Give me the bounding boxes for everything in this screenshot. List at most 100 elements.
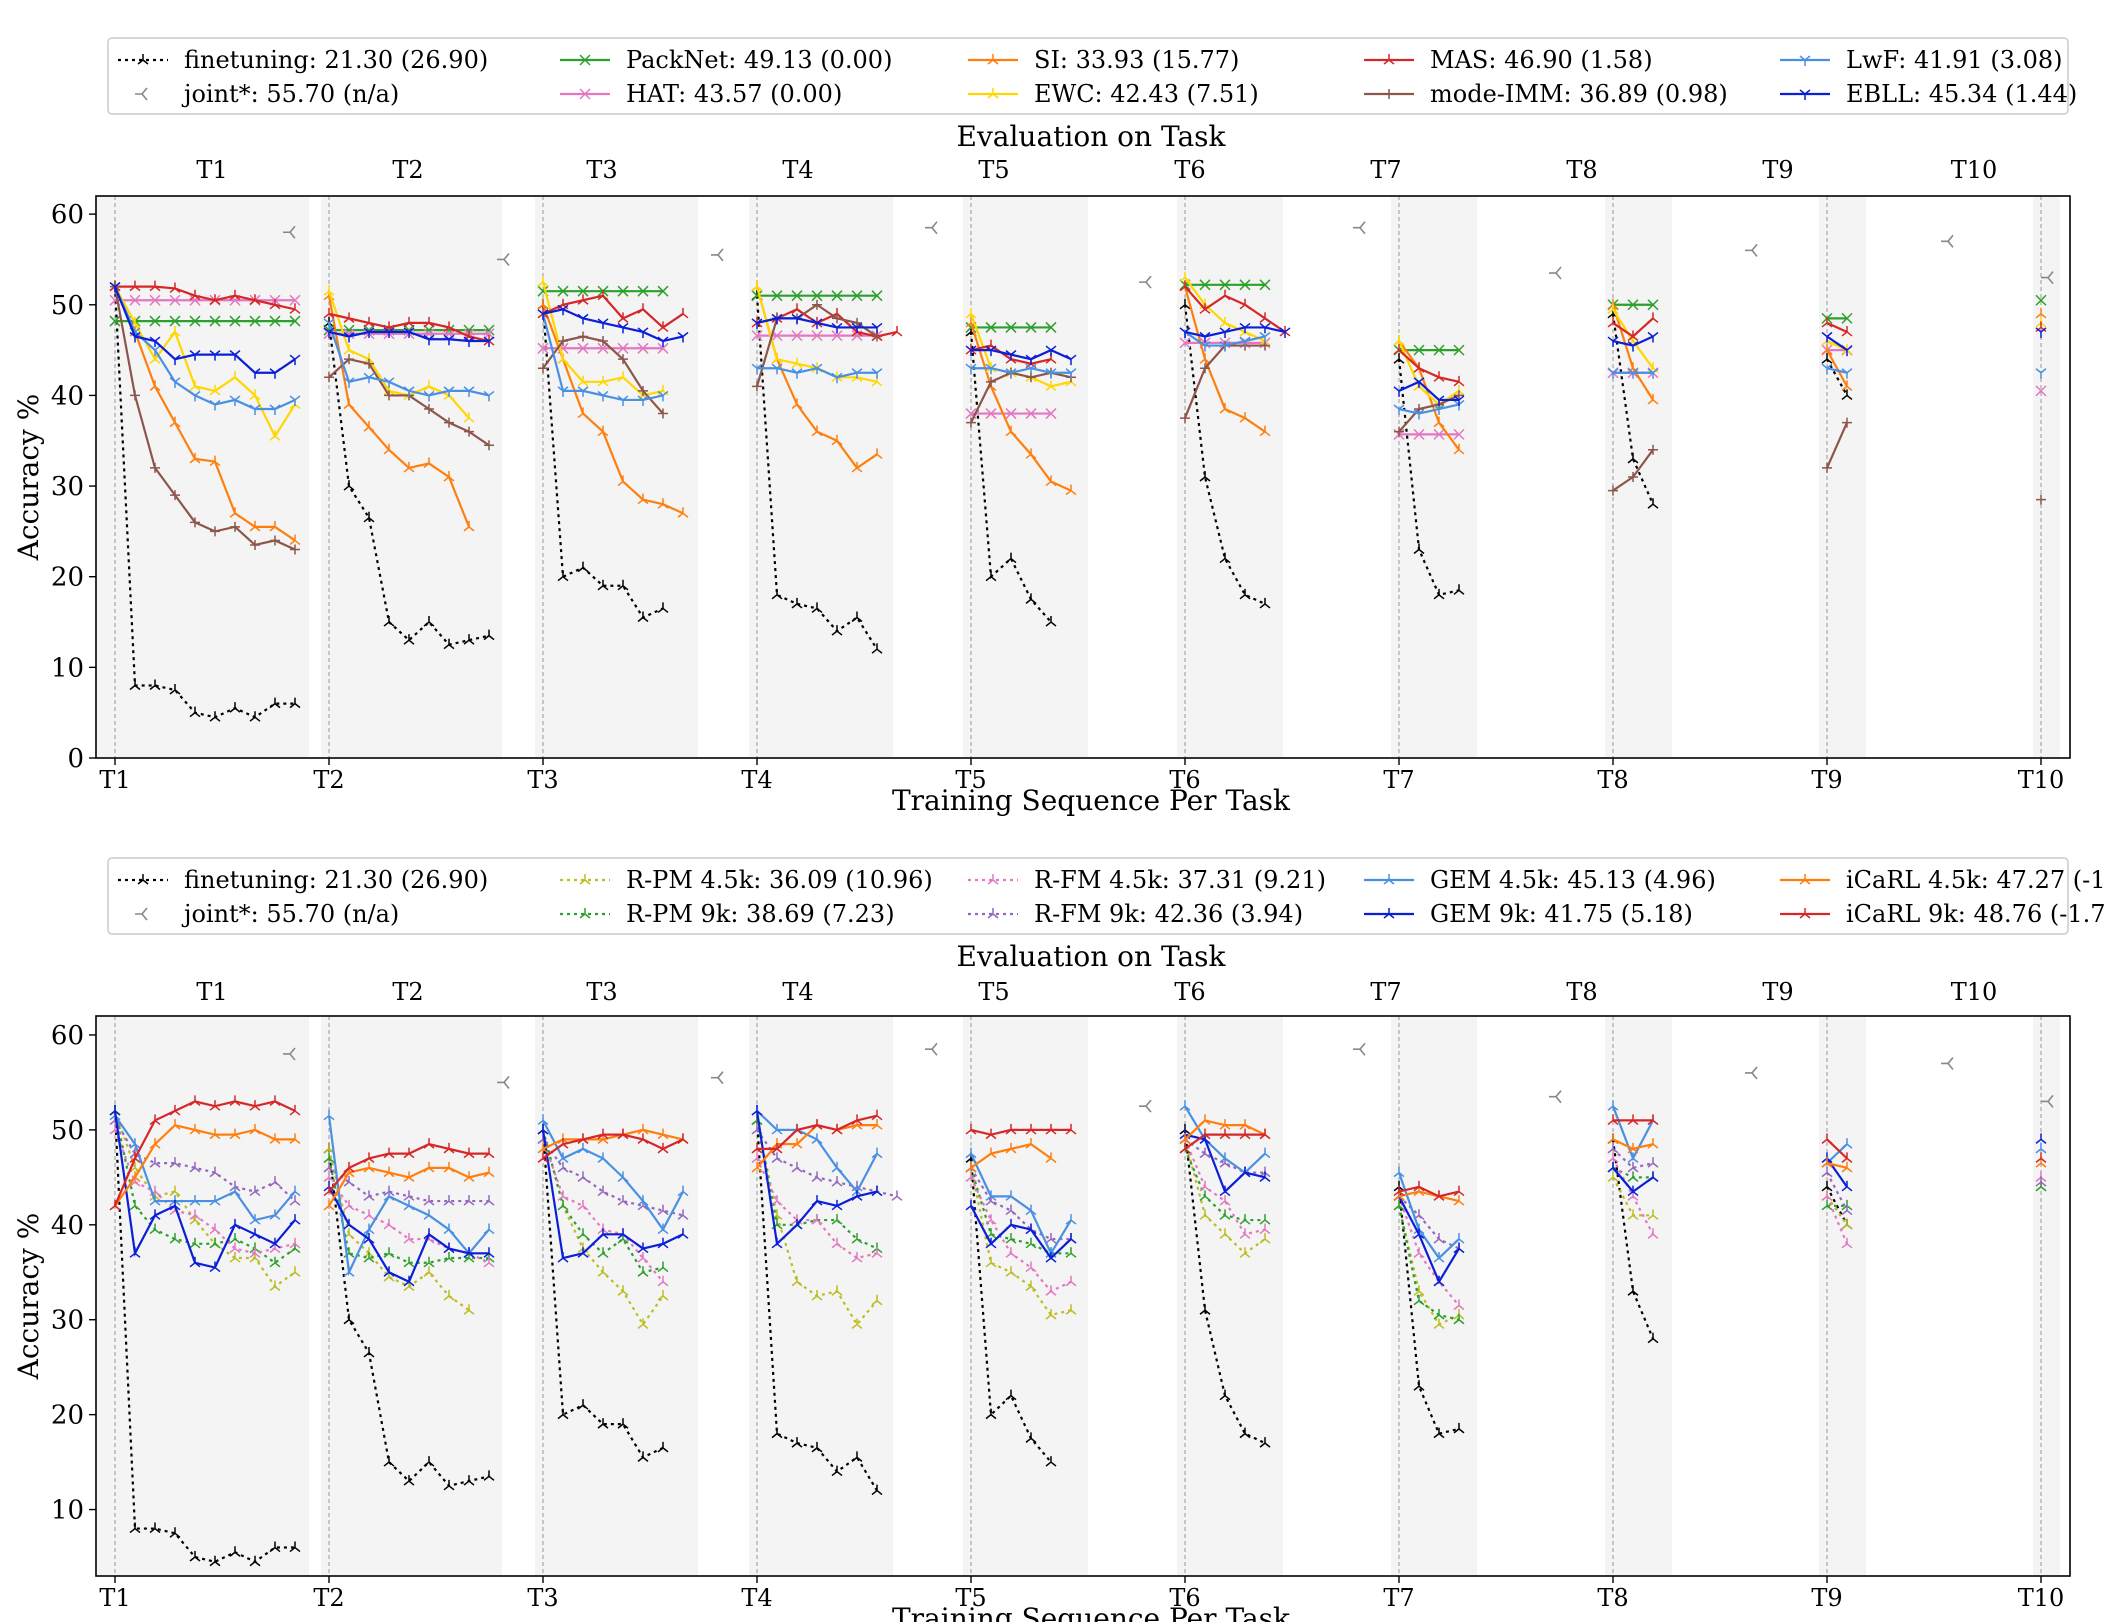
data-point xyxy=(1025,1237,1037,1249)
data-point xyxy=(811,1214,823,1225)
data-point xyxy=(403,1190,415,1201)
data-point xyxy=(209,294,221,305)
data-point xyxy=(617,1228,629,1239)
data-point xyxy=(637,1242,649,1254)
data-point xyxy=(637,285,649,297)
data-point xyxy=(598,336,608,347)
data-point xyxy=(1607,1100,1619,1111)
data-point xyxy=(423,380,435,391)
data-point xyxy=(230,521,240,532)
data-point xyxy=(323,1161,335,1173)
data-point xyxy=(169,1233,181,1244)
data-point xyxy=(657,1237,669,1249)
data-point xyxy=(1647,393,1659,405)
data-point xyxy=(1453,1233,1465,1244)
data-point xyxy=(1647,1209,1659,1220)
data-point xyxy=(229,350,241,361)
data-point xyxy=(289,1541,301,1553)
data-point xyxy=(1841,325,1853,337)
legend-swatch xyxy=(135,87,148,101)
data-point xyxy=(169,282,181,294)
data-point xyxy=(657,1261,669,1273)
data-point xyxy=(423,1456,435,1467)
data-point xyxy=(463,1247,475,1258)
y-tick-label: 0 xyxy=(67,744,84,774)
data-point xyxy=(383,1266,395,1277)
data-point xyxy=(149,1157,161,1168)
data-point xyxy=(1413,377,1425,388)
data-point xyxy=(323,285,335,296)
y-tick-label: 10 xyxy=(51,653,84,683)
data-point xyxy=(1259,1233,1271,1244)
data-point xyxy=(1647,498,1659,509)
data-point xyxy=(364,358,374,369)
data-point xyxy=(985,345,997,357)
data-point xyxy=(965,1171,977,1182)
data-point xyxy=(985,408,997,420)
series-line xyxy=(969,322,1072,492)
legend-entry: EWC: 42.43 (7.51) xyxy=(1034,80,1259,108)
data-point xyxy=(483,1223,495,1235)
top-tick-label: T8 xyxy=(1566,156,1597,184)
data-point xyxy=(1433,404,1445,416)
data-point xyxy=(423,1138,435,1149)
data-point xyxy=(363,1223,375,1235)
data-point xyxy=(344,354,354,365)
data-point xyxy=(249,1100,261,1111)
top-tick-label: T10 xyxy=(1951,978,1998,1006)
data-point xyxy=(323,307,335,319)
data-point xyxy=(577,1133,589,1144)
data-point xyxy=(1453,584,1465,595)
data-point xyxy=(170,490,180,501)
series xyxy=(109,1100,2047,1277)
data-point xyxy=(751,1142,763,1154)
data-point xyxy=(483,328,495,340)
series-line xyxy=(971,348,1072,361)
x-tick-label: T5 xyxy=(955,1584,986,1612)
data-point xyxy=(1393,404,1405,416)
data-point xyxy=(751,280,763,292)
data-point xyxy=(1413,344,1425,356)
data-point xyxy=(169,1104,181,1116)
data-point xyxy=(289,303,301,314)
series xyxy=(109,280,1853,722)
data-point xyxy=(558,336,568,347)
data-point xyxy=(871,1147,883,1159)
legend-marker xyxy=(987,88,999,99)
series-line xyxy=(113,1110,296,1265)
data-point xyxy=(557,304,569,316)
data-point xyxy=(2035,1152,2047,1163)
data-point xyxy=(2035,1176,2047,1187)
data-point xyxy=(1433,1427,1445,1439)
series-line xyxy=(1398,1190,1460,1203)
data-point xyxy=(483,1247,495,1258)
data-point xyxy=(169,1157,181,1168)
series-line xyxy=(327,322,490,646)
data-point xyxy=(831,290,843,302)
series-line xyxy=(1397,1195,1460,1307)
data-point xyxy=(269,298,281,310)
legend-entry: EBLL: 45.34 (1.44) xyxy=(1846,80,2077,108)
data-point xyxy=(423,1228,435,1239)
data-point xyxy=(1219,289,1231,301)
data-point xyxy=(985,321,997,333)
data-point xyxy=(831,1123,843,1135)
y-tick-label: 50 xyxy=(51,1116,84,1146)
data-point xyxy=(1239,298,1251,310)
data-point xyxy=(289,1133,301,1144)
data-point xyxy=(871,1119,883,1130)
data-point xyxy=(343,1266,355,1277)
data-point xyxy=(209,350,221,361)
data-point xyxy=(229,315,241,327)
data-point xyxy=(383,1166,395,1178)
data-point xyxy=(343,312,355,323)
series-line xyxy=(542,1138,684,1217)
y-tick-label: 30 xyxy=(51,1306,84,1336)
data-point xyxy=(149,294,161,306)
data-point xyxy=(831,1214,843,1225)
data-point xyxy=(289,1237,301,1249)
data-point xyxy=(831,372,843,384)
data-point xyxy=(1453,384,1465,396)
